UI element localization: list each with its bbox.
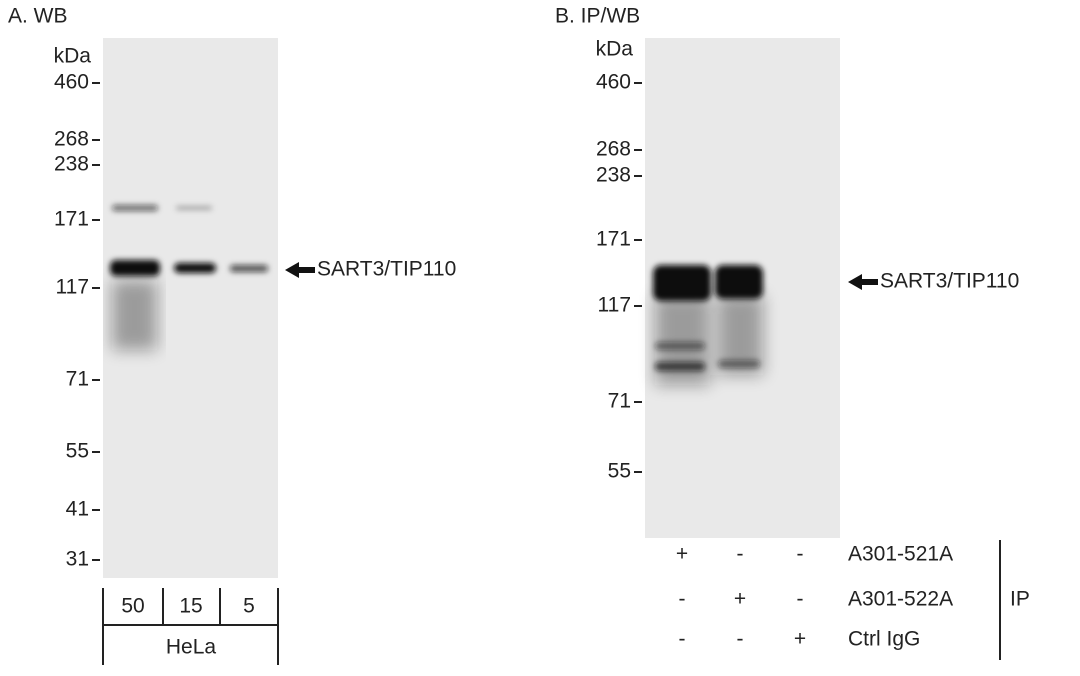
marker-label: 55 [66,440,89,463]
unit-label: kDa [596,38,634,61]
ip-sign: - [737,628,744,651]
lane-label: 15 [179,595,202,618]
ip-sign: - [679,588,686,611]
ip-sign: + [794,628,806,651]
arrow [848,274,878,290]
marker-label: 171 [54,208,89,231]
sample-label: HeLa [166,636,217,659]
target-label: SART3/TIP110 [880,270,1019,293]
ip-sign: + [676,543,688,566]
smear-b [655,295,763,385]
lane-label: 5 [243,595,255,618]
marker-label: 238 [54,153,89,176]
marker-label: 460 [596,71,631,94]
marker-label: 238 [596,164,631,187]
ip-sign: - [797,543,804,566]
lane-box [102,588,279,665]
marker-label: 117 [598,294,631,317]
ip-row-label: A301-522A [848,588,953,611]
marker-label: 460 [54,71,89,94]
ip-sign: - [679,628,686,651]
smear-a [112,280,157,350]
ip-label: IP [1010,588,1030,611]
ip-sign: - [737,543,744,566]
lane-label: 50 [121,595,144,618]
panel-title: B. IP/WB [555,5,640,28]
target-label: SART3/TIP110 [317,258,456,281]
bands-a [110,205,268,276]
bands-b [653,265,763,371]
marker-label: 71 [608,390,631,413]
ip-row-label: A301-521A [848,543,953,566]
marker-label: 171 [596,228,631,251]
marker-label: 268 [596,138,631,161]
unit-label: kDa [54,45,92,68]
panel-title: A. WB [8,5,68,28]
marker-label: 31 [66,548,89,571]
ip-sign: + [734,588,746,611]
marker-label: 268 [54,128,89,151]
marker-label: 55 [608,460,631,483]
arrow [285,262,315,278]
marker-label: 41 [66,498,89,521]
ip-sign: - [797,588,804,611]
marker-label: 117 [56,276,89,299]
marker-label: 71 [66,368,89,391]
ip-row-label: Ctrl IgG [848,628,920,651]
